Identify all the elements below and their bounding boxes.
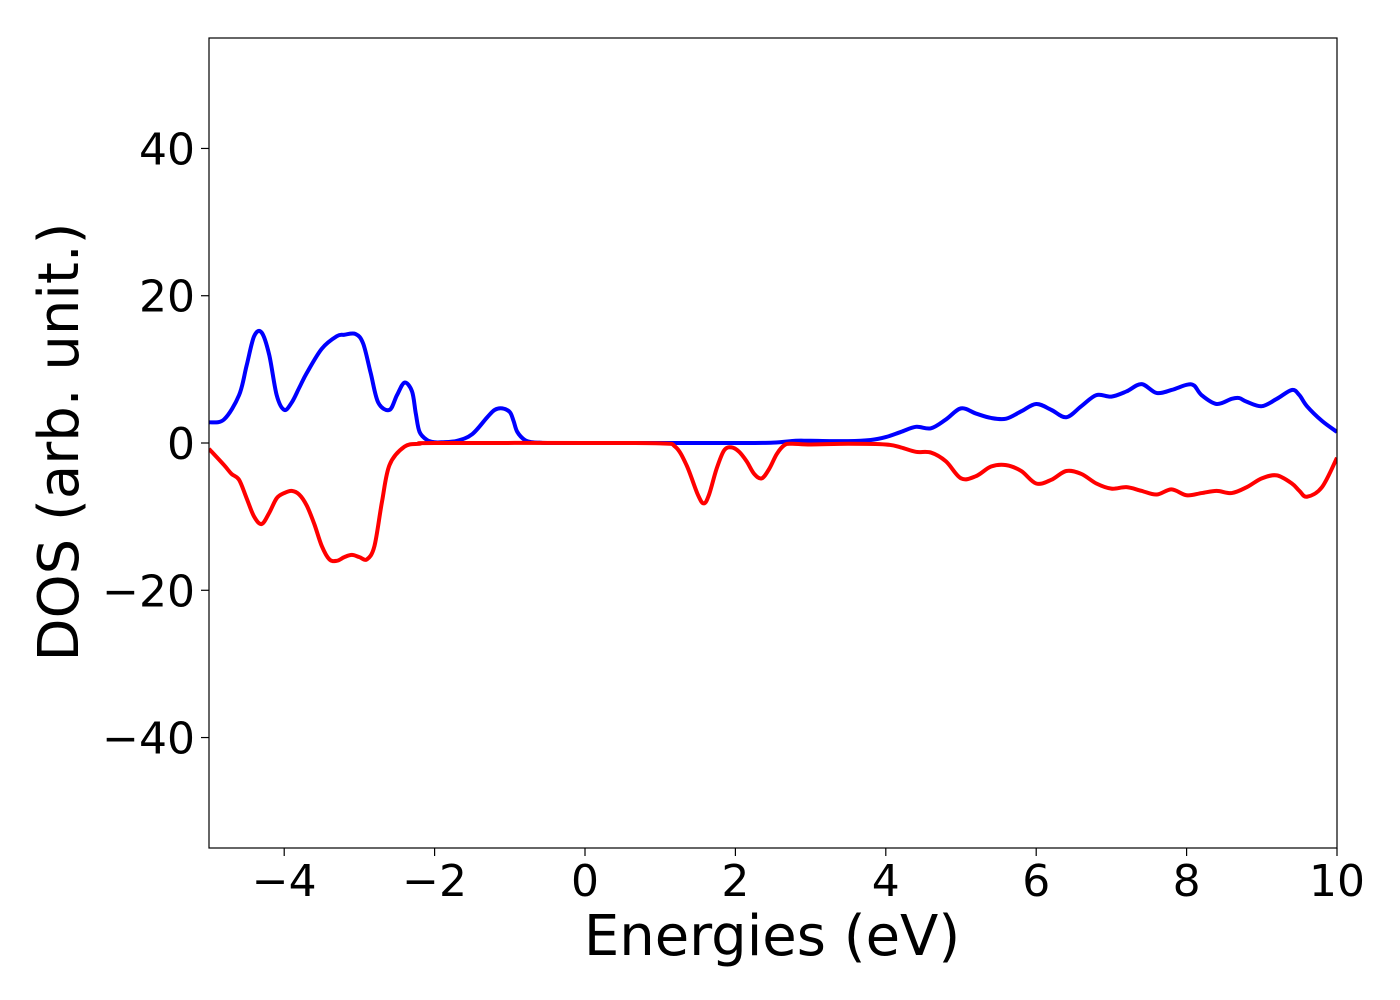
x-tick-label: 0 [571, 856, 599, 907]
y-tick-label: −40 [102, 714, 195, 765]
x-axis-label: Energies (eV) [584, 904, 960, 969]
y-tick-label: −20 [102, 566, 195, 617]
y-tick-label: 40 [139, 124, 195, 175]
x-tick-label: 6 [1022, 856, 1050, 907]
series-line-negative [209, 440, 1337, 564]
y-tick-label: 0 [167, 419, 195, 470]
y-axis-label: DOS (arb. unit.) [27, 222, 92, 661]
x-tick-label: 4 [872, 856, 900, 907]
x-tick-label: 10 [1309, 856, 1365, 907]
x-tick-label: −2 [402, 856, 467, 907]
x-tick-label: −4 [252, 856, 317, 907]
x-tick-label: 8 [1173, 856, 1201, 907]
x-tick-label: 2 [721, 856, 749, 907]
series-line-positive [209, 328, 1337, 446]
y-tick-label: 20 [139, 272, 195, 323]
series-layer [209, 328, 1337, 564]
